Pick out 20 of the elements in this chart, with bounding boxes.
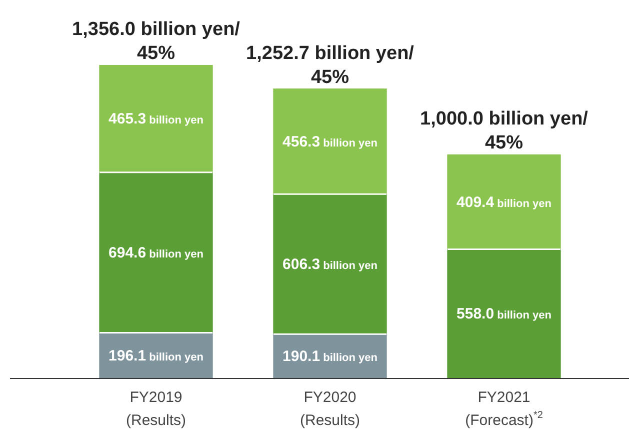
bar bbox=[447, 248, 561, 378]
data-label: 558.0 billion yen bbox=[456, 306, 552, 323]
bar bbox=[99, 65, 213, 173]
bar bbox=[99, 332, 213, 378]
bar bbox=[447, 154, 561, 250]
total-label: 1,356.0 billion yen/ 45% bbox=[72, 19, 241, 64]
data-label: 409.4 billion yen bbox=[456, 194, 552, 211]
bar bbox=[99, 172, 213, 334]
data-label: 190.1 billion yen bbox=[282, 348, 378, 366]
bar bbox=[273, 88, 387, 194]
data-label: 456.3 billion yen bbox=[282, 134, 378, 151]
data-label: 196.1 billion yen bbox=[108, 347, 204, 364]
x-tick-label: FY2019 (Results) bbox=[126, 389, 186, 430]
bar bbox=[273, 194, 387, 334]
data-label: 465.3 billion yen bbox=[108, 110, 204, 128]
total-label: 1,000.0 billion yen/ 45% bbox=[420, 108, 589, 154]
data-label: 694.6 billion yen bbox=[108, 244, 204, 262]
x-tick-label: FY2020 (Results) bbox=[300, 389, 360, 430]
data-label: 606.3 billion yen bbox=[282, 256, 378, 274]
total-label: 1,252.7 billion yen/ 45% bbox=[246, 42, 415, 88]
